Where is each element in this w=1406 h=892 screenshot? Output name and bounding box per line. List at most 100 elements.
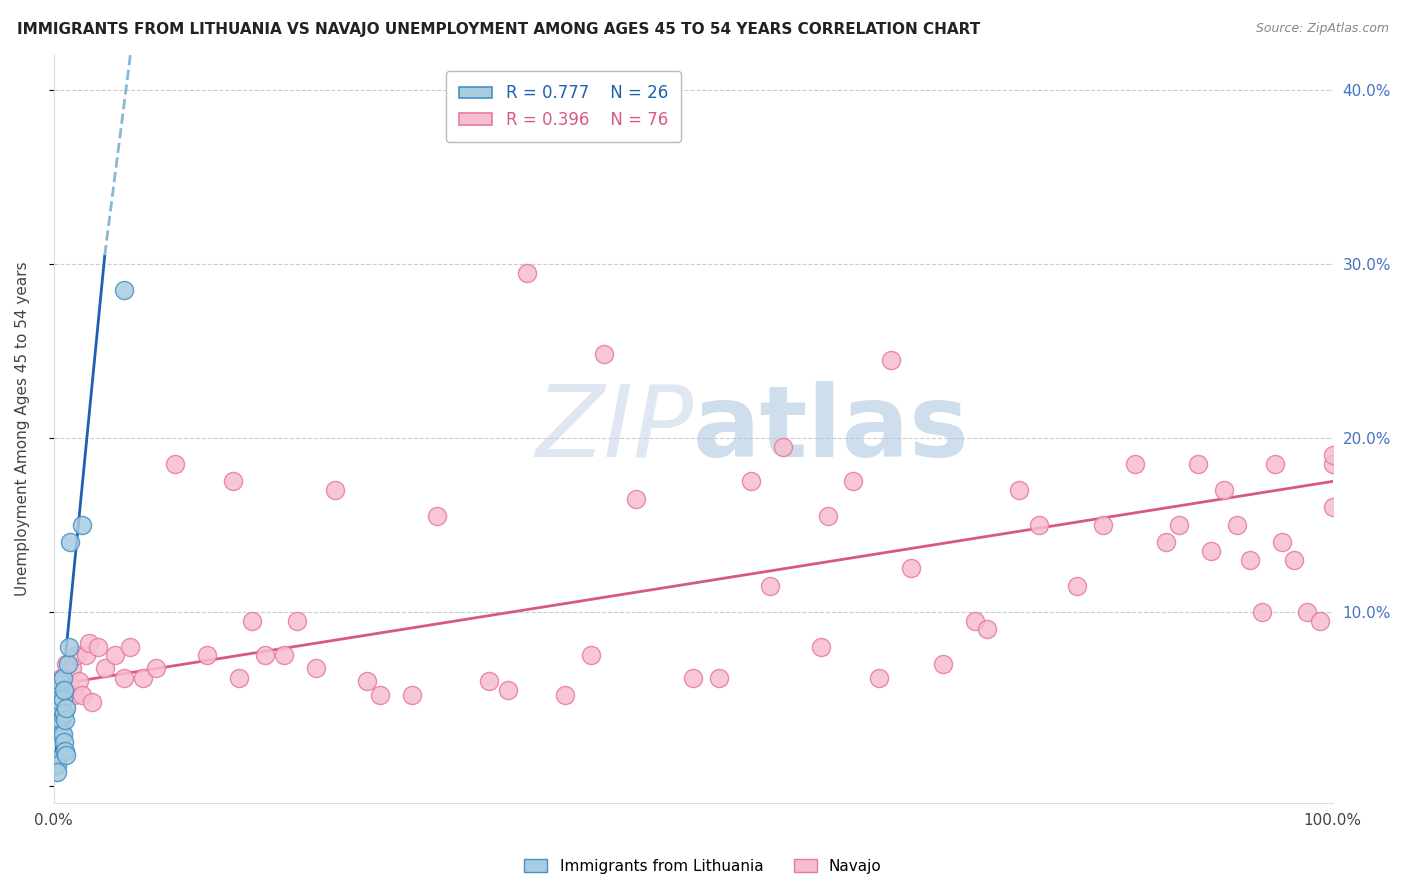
- Point: [94, 660, 117, 674]
- Point: [52, 683, 75, 698]
- Point: [63, 689, 86, 703]
- Text: Source: ZipAtlas.com: Source: ZipAtlas.com: [1256, 22, 1389, 36]
- Point: [112, 283, 135, 297]
- Point: [592, 347, 614, 361]
- Point: [55, 700, 77, 714]
- Point: [323, 483, 346, 497]
- Point: [87, 640, 110, 654]
- Point: [1008, 483, 1031, 497]
- Point: [1271, 535, 1294, 549]
- Point: [240, 614, 263, 628]
- Point: [707, 671, 730, 685]
- Point: [1199, 544, 1222, 558]
- Point: [772, 440, 794, 454]
- Point: [1296, 605, 1319, 619]
- Text: IMMIGRANTS FROM LITHUANIA VS NAVAJO UNEMPLOYMENT AMONG AGES 45 TO 54 YEARS CORRE: IMMIGRANTS FROM LITHUANIA VS NAVAJO UNEM…: [17, 22, 980, 37]
- Legend: Immigrants from Lithuania, Navajo: Immigrants from Lithuania, Navajo: [519, 853, 887, 880]
- Point: [305, 660, 328, 674]
- Point: [58, 678, 80, 692]
- Point: [579, 648, 602, 663]
- Point: [1251, 605, 1274, 619]
- Point: [49, 691, 72, 706]
- Point: [53, 713, 76, 727]
- Point: [51, 726, 73, 740]
- Point: [53, 744, 76, 758]
- Point: [426, 509, 449, 524]
- Point: [58, 640, 80, 654]
- Point: [67, 674, 90, 689]
- Point: [1322, 500, 1344, 515]
- Point: [253, 648, 276, 663]
- Point: [48, 706, 70, 720]
- Point: [75, 648, 97, 663]
- Point: [51, 691, 73, 706]
- Point: [554, 689, 576, 703]
- Point: [70, 517, 93, 532]
- Point: [1322, 448, 1344, 462]
- Point: [1156, 535, 1178, 549]
- Point: [46, 764, 69, 779]
- Point: [817, 509, 839, 524]
- Point: [49, 674, 72, 689]
- Point: [1264, 457, 1286, 471]
- Y-axis label: Unemployment Among Ages 45 to 54 years: Unemployment Among Ages 45 to 54 years: [15, 262, 30, 597]
- Point: [52, 735, 75, 749]
- Point: [516, 266, 538, 280]
- Point: [356, 674, 378, 689]
- Point: [104, 648, 127, 663]
- Point: [477, 674, 499, 689]
- Point: [55, 657, 77, 671]
- Point: [900, 561, 922, 575]
- Point: [52, 683, 75, 698]
- Point: [1226, 517, 1249, 532]
- Point: [368, 689, 391, 703]
- Point: [222, 475, 245, 489]
- Point: [59, 535, 82, 549]
- Point: [45, 695, 67, 709]
- Point: [55, 747, 77, 762]
- Point: [976, 622, 998, 636]
- Legend: R = 0.777    N = 26, R = 0.396    N = 76: R = 0.777 N = 26, R = 0.396 N = 76: [446, 71, 682, 142]
- Point: [496, 683, 519, 698]
- Point: [228, 671, 250, 685]
- Point: [112, 671, 135, 685]
- Point: [145, 660, 167, 674]
- Point: [51, 709, 73, 723]
- Point: [165, 457, 187, 471]
- Point: [51, 713, 73, 727]
- Point: [52, 706, 75, 720]
- Point: [79, 636, 101, 650]
- Point: [1213, 483, 1236, 497]
- Point: [1187, 457, 1209, 471]
- Point: [51, 671, 73, 685]
- Point: [56, 657, 79, 671]
- Point: [401, 689, 423, 703]
- Point: [1091, 517, 1114, 532]
- Point: [1028, 517, 1050, 532]
- Point: [45, 753, 67, 767]
- Text: atlas: atlas: [693, 381, 970, 478]
- Point: [60, 660, 83, 674]
- Text: ZIP: ZIP: [534, 381, 693, 478]
- Point: [842, 475, 865, 489]
- Point: [46, 758, 69, 772]
- Point: [1322, 457, 1344, 471]
- Point: [48, 683, 70, 698]
- Point: [80, 695, 103, 709]
- Point: [624, 491, 647, 506]
- Point: [51, 671, 73, 685]
- Point: [868, 671, 890, 685]
- Point: [70, 689, 93, 703]
- Point: [285, 614, 308, 628]
- Point: [682, 671, 704, 685]
- Point: [132, 671, 155, 685]
- Point: [1284, 552, 1306, 566]
- Point: [51, 726, 73, 740]
- Point: [880, 352, 903, 367]
- Point: [759, 579, 782, 593]
- Point: [1168, 517, 1191, 532]
- Point: [195, 648, 218, 663]
- Point: [810, 640, 832, 654]
- Point: [66, 648, 89, 663]
- Point: [273, 648, 295, 663]
